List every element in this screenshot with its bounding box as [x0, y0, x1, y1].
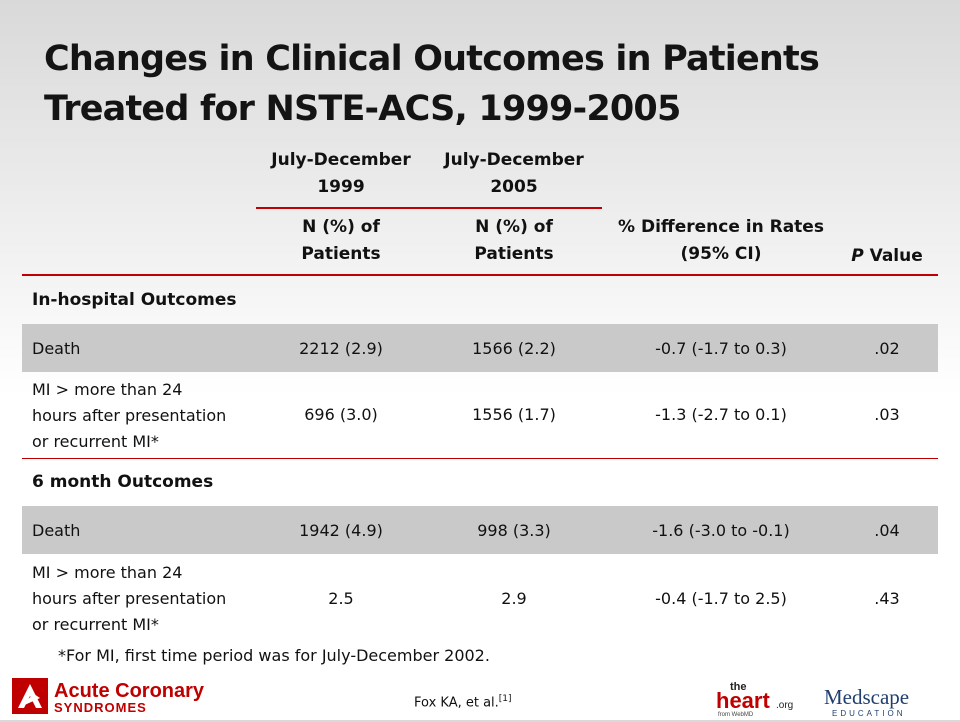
acute-coronary-syndromes-logo: Acute Coronary SYNDROMES	[10, 676, 225, 716]
cell-1999: 1942 (4.9)	[299, 521, 383, 540]
svg-text:the: the	[730, 681, 747, 693]
table-row: Death 2212 (2.9) 1566 (2.2) -0.7 (-1.7 t…	[22, 324, 938, 372]
cell-2005: 2.9	[501, 589, 527, 608]
cell-difference: -1.3 (-2.7 to 0.1)	[655, 405, 787, 424]
cell-2005: 1556 (1.7)	[472, 405, 556, 424]
cell-1999: 2212 (2.9)	[299, 339, 383, 358]
table-row: Death 1942 (4.9) 998 (3.3) -1.6 (-3.0 to…	[22, 506, 938, 554]
cell-difference: -0.7 (-1.7 to 0.3)	[655, 339, 787, 358]
cell-1999: 696 (3.0)	[304, 405, 378, 424]
slide-title-line2: Treated for NSTE-ACS, 1999-2005	[44, 89, 681, 129]
svg-text:EDUCATION: EDUCATION	[832, 709, 906, 718]
section-title-6-month: 6 month Outcomes	[32, 472, 214, 492]
citation: Fox KA, et al.[1]	[414, 694, 512, 711]
svg-text:.org: .org	[776, 700, 793, 711]
theheart-org-logo: the heart .org from WebMD	[716, 678, 806, 718]
header-col-n-2005: N (%) of Patients	[474, 217, 554, 264]
header-col-n-1999: N (%) of Patients	[301, 217, 381, 264]
row-label: MI > more than 24 hours after presentati…	[32, 563, 227, 634]
citation-reference-link[interactable]: [1]	[498, 694, 512, 704]
header-col-difference: % Difference in Rates (95% CI)	[618, 217, 824, 264]
header-period-2005: July-December 2005	[444, 150, 584, 197]
cell-p-value: .03	[874, 405, 900, 424]
svg-text:Medscape: Medscape	[824, 685, 909, 709]
svg-text:Acute Coronary: Acute Coronary	[54, 680, 205, 702]
table-row: MI > more than 24 hours after presentati…	[22, 372, 938, 458]
cell-p-value: .43	[874, 589, 900, 608]
medscape-education-logo: Medscape EDUCATION	[824, 684, 944, 718]
cell-difference: -1.6 (-3.0 to -0.1)	[652, 521, 790, 540]
cell-1999: 2.5	[328, 589, 354, 608]
svg-text:from WebMD: from WebMD	[718, 712, 754, 718]
cell-difference: -0.4 (-1.7 to 2.5)	[655, 589, 787, 608]
slide-title-line1: Changes in Clinical Outcomes in Patients	[44, 39, 820, 79]
row-label: Death	[32, 339, 81, 358]
section-divider	[22, 458, 938, 459]
table-row: MI > more than 24 hours after presentati…	[22, 554, 938, 640]
cell-2005: 1566 (2.2)	[472, 339, 556, 358]
svg-text:SYNDROMES: SYNDROMES	[54, 700, 147, 715]
section-title-in-hospital: In-hospital Outcomes	[32, 290, 237, 310]
svg-text:heart: heart	[716, 688, 770, 713]
cell-2005: 998 (3.3)	[477, 521, 551, 540]
header-period-1999: July-December 1999	[271, 150, 411, 197]
header-divider-table	[22, 274, 938, 276]
header-col-p-value: P Value	[851, 246, 923, 266]
header-divider-periods	[256, 207, 602, 209]
cell-p-value: .02	[874, 339, 900, 358]
row-label: MI > more than 24 hours after presentati…	[32, 380, 227, 451]
row-label: Death	[32, 521, 81, 540]
footnote: *For MI, first time period was for July-…	[58, 646, 490, 665]
slide-title: Changes in Clinical Outcomes in Patients…	[44, 34, 924, 134]
cell-p-value: .04	[874, 521, 900, 540]
